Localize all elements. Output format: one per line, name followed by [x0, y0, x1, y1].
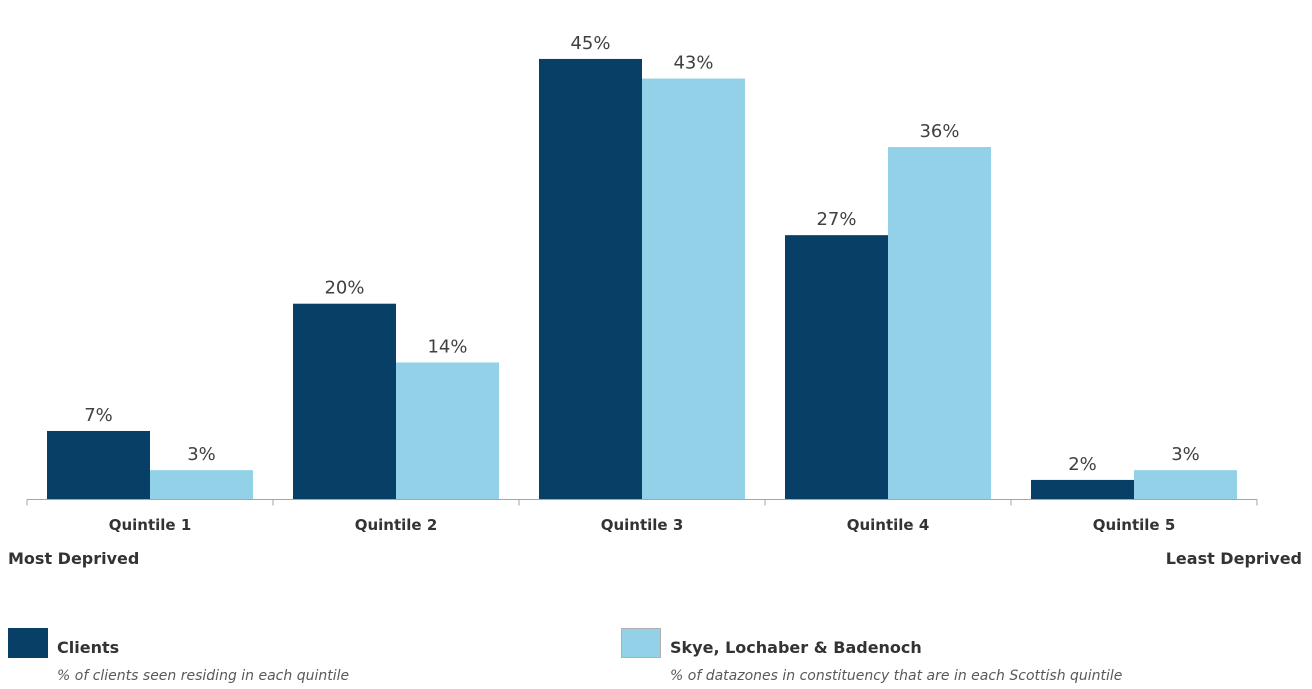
least-deprived-label: Least Deprived	[1165, 549, 1302, 568]
bar-clients-q4	[785, 235, 888, 500]
data-labels-layer: 7% 3% 20% 14% 45% 43% 27% 36% 2% 3%	[84, 33, 1200, 475]
bar-area-q1	[150, 470, 253, 500]
data-label-clients-q4: 27%	[816, 209, 856, 230]
tick-label-q5: Quintile 5	[1093, 516, 1176, 534]
bar-clients-q2	[293, 303, 396, 500]
bar-area-q2	[396, 362, 499, 500]
most-deprived-label: Most Deprived	[8, 549, 140, 568]
data-label-clients-q3: 45%	[570, 33, 610, 54]
tick-label-q3: Quintile 3	[601, 516, 684, 534]
legend-description-clients: % of clients seen residing in each quint…	[57, 668, 350, 684]
data-label-clients-q1: 7%	[84, 405, 113, 426]
bar-area-q3	[642, 78, 745, 500]
legend-description-area: % of datazones in constituency that are …	[670, 668, 1123, 684]
data-label-area-q2: 14%	[427, 336, 467, 357]
tick-label-q4: Quintile 4	[847, 516, 930, 534]
data-label-clients-q2: 20%	[324, 278, 364, 299]
tick-label-q2: Quintile 2	[355, 516, 438, 534]
bar-area-q4	[888, 147, 991, 500]
legend-title-clients: Clients	[57, 638, 120, 657]
data-label-clients-q5: 2%	[1068, 454, 1097, 475]
bars-layer	[47, 58, 1237, 500]
tick-label-q1: Quintile 1	[109, 516, 192, 534]
legend-title-area: Skye, Lochaber & Badenoch	[670, 638, 922, 657]
bar-clients-q1	[47, 430, 150, 500]
bar-clients-q5	[1031, 479, 1134, 500]
x-axis-ticks	[26, 499, 1258, 506]
data-label-area-q4: 36%	[919, 121, 959, 142]
data-label-area-q5: 3%	[1171, 444, 1200, 465]
bar-clients-q3	[539, 58, 642, 500]
data-label-area-q1: 3%	[187, 444, 216, 465]
bar-area-q5	[1134, 470, 1237, 500]
data-label-area-q3: 43%	[673, 53, 713, 74]
x-axis-tick-labels: Quintile 1 Quintile 2 Quintile 3 Quintile 4…	[109, 516, 1176, 534]
bar-chart: 7%3%20%14%45%43%27%36%2% 3% Quintile 1 Qui…	[26, 33, 1258, 534]
legend-swatch-area	[621, 628, 661, 658]
legend-swatch-clients	[8, 628, 48, 658]
